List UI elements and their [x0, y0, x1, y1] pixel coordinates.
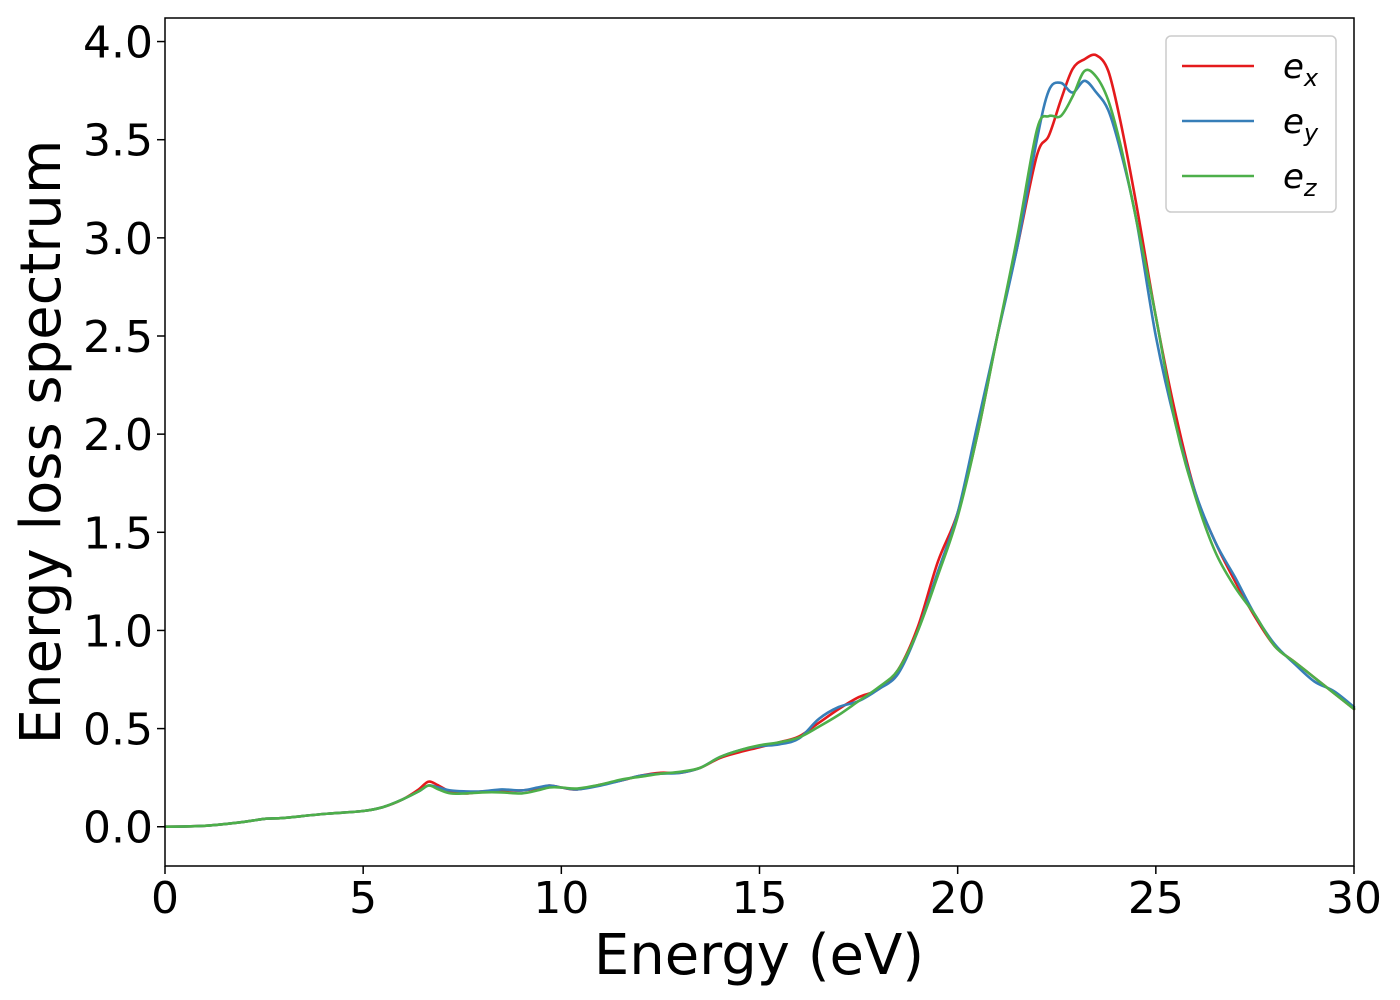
x-tick-label: 30 [1326, 873, 1382, 924]
legend-label-ey: ey [1283, 102, 1319, 147]
y-tick-label: 2.0 [83, 410, 153, 461]
legend-label-base: e [1283, 102, 1304, 142]
y-tick-label: 1.5 [83, 508, 153, 559]
legend-label-base: e [1283, 157, 1304, 197]
x-axis-title: Energy (eV) [594, 923, 924, 988]
series-line-ez [163, 68, 1356, 828]
legend-box [1165, 35, 1337, 213]
series-layer [163, 53, 1356, 828]
x-tick-label: 0 [151, 873, 179, 924]
legend-label-subscript: z [1303, 174, 1318, 202]
y-axis-ticks: 0.0 0.5 1.0 1.5 2.0 2.5 3.0 3.5 4.0 [83, 18, 165, 854]
x-tick-label: 25 [1128, 873, 1184, 924]
y-tick-label: 0.0 [83, 803, 153, 854]
x-axis-ticks: 0 5 10 15 20 25 30 [151, 866, 1382, 924]
y-tick-label: 0.5 [83, 705, 153, 756]
legend-label-ez: ez [1283, 157, 1318, 202]
legend-label-subscript: x [1303, 64, 1319, 92]
y-tick-label: 2.5 [83, 312, 153, 363]
y-tick-label: 4.0 [83, 18, 153, 69]
y-axis-title: Energy loss spectrum [9, 140, 74, 745]
legend-label-subscript: y [1303, 119, 1319, 147]
y-tick-label: 3.5 [83, 116, 153, 167]
legend-label-base: e [1283, 47, 1304, 87]
x-tick-label: 20 [930, 873, 986, 924]
legend-label-ex: ex [1283, 47, 1319, 92]
x-tick-label: 5 [349, 873, 377, 924]
x-tick-label: 15 [732, 873, 788, 924]
x-tick-label: 10 [533, 873, 589, 924]
y-tick-label: 1.0 [83, 606, 153, 657]
y-tick-label: 3.0 [83, 214, 153, 265]
